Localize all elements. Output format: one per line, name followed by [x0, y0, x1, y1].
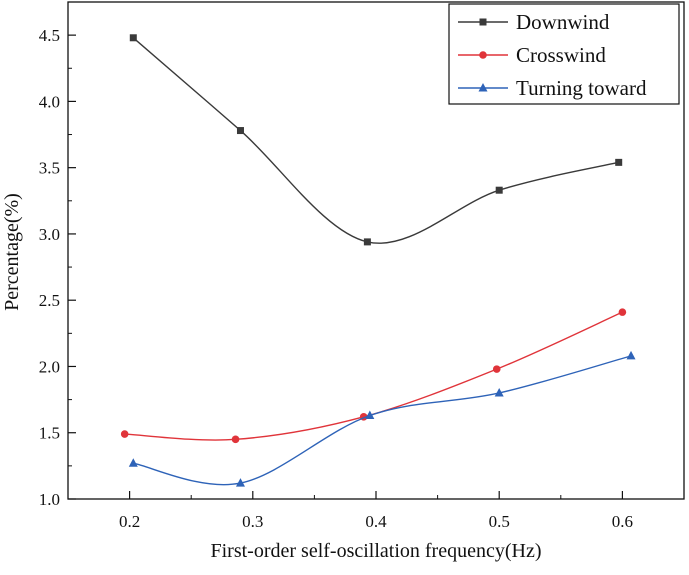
data-point-downwind — [363, 238, 371, 246]
data-point-turning-toward — [128, 458, 138, 467]
x-tick-label: 0.2 — [119, 512, 140, 531]
legend-label-turning-toward: Turning toward — [516, 76, 647, 100]
y-tick-label: 2.5 — [39, 291, 60, 310]
x-tick-label: 0.4 — [365, 512, 387, 531]
data-point-turning-toward — [235, 478, 245, 487]
data-point-turning-toward — [494, 387, 504, 397]
y-tick-label: 3.0 — [39, 225, 60, 244]
legend-marker-turning-toward — [478, 83, 488, 92]
y-tick-label: 1.0 — [39, 490, 60, 509]
x-tick-label: 0.3 — [242, 512, 263, 531]
data-point-downwind — [129, 34, 137, 42]
legend-marker-downwind — [479, 18, 487, 26]
data-point-downwind — [236, 127, 244, 135]
y-tick-label: 2.0 — [39, 357, 60, 376]
y-tick-label: 4.0 — [39, 92, 60, 111]
y-axis-ticks: 1.0 1.5 2.0 2.5 3.0 3.5 4.0 4.5 — [39, 26, 76, 509]
data-point-crosswind — [120, 430, 129, 438]
series-layer — [120, 34, 636, 487]
x-axis-ticks: 0.2 0.3 0.4 0.5 0.6 — [119, 491, 633, 531]
x-tick-label: 0.5 — [489, 512, 510, 531]
data-point-crosswind — [231, 435, 240, 444]
x-axis-title: First-order self-oscillation frequency(H… — [211, 540, 542, 562]
x-tick-label: 0.6 — [612, 512, 633, 531]
data-point-downwind — [615, 158, 623, 166]
y-tick-label: 3.5 — [39, 159, 60, 178]
data-point-turning-toward — [365, 410, 375, 420]
y-tick-label: 1.5 — [39, 424, 60, 443]
data-point-crosswind — [618, 308, 627, 316]
legend-marker-crosswind — [479, 51, 487, 59]
legend: Downwind Crosswind Turning toward — [448, 3, 680, 105]
y-axis-title: Percentage(%) — [1, 193, 23, 311]
data-point-turning-toward — [626, 350, 636, 360]
data-point-downwind — [495, 186, 503, 194]
legend-label-downwind: Downwind — [516, 10, 610, 34]
y-tick-label: 4.5 — [39, 26, 60, 45]
legend-label-crosswind: Crosswind — [516, 43, 606, 67]
data-point-crosswind — [492, 365, 501, 373]
